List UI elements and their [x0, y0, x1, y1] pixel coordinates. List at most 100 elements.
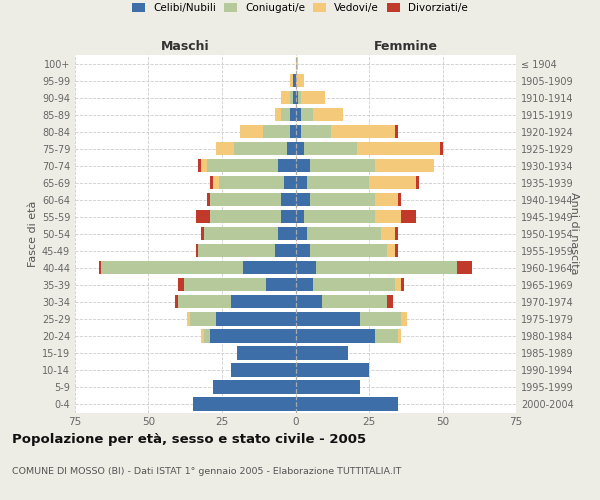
Bar [296, 193, 310, 206]
Bar [386, 295, 392, 308]
Bar [307, 227, 381, 240]
Bar [290, 91, 293, 104]
Bar [239, 125, 263, 138]
Bar [296, 295, 322, 308]
Bar [357, 142, 440, 156]
Bar [313, 108, 343, 121]
Bar [290, 125, 296, 138]
Bar [296, 142, 304, 156]
Bar [375, 159, 434, 172]
Bar [281, 91, 290, 104]
Bar [296, 380, 360, 394]
Bar [296, 57, 298, 70]
Bar [395, 125, 398, 138]
Legend: Celibi/Nubili, Coniugati/e, Vedovi/e, Divorziati/e: Celibi/Nubili, Coniugati/e, Vedovi/e, Di… [129, 0, 471, 16]
Bar [310, 193, 375, 206]
Bar [208, 193, 210, 206]
Bar [375, 210, 401, 224]
Text: Popolazione per età, sesso e stato civile - 2005: Popolazione per età, sesso e stato civil… [12, 432, 366, 446]
Bar [293, 74, 296, 87]
Bar [278, 227, 296, 240]
Bar [296, 91, 298, 104]
Bar [290, 74, 293, 87]
Bar [296, 261, 316, 274]
Bar [210, 176, 213, 190]
Bar [205, 227, 278, 240]
Bar [307, 176, 369, 190]
Bar [313, 278, 395, 291]
Bar [178, 278, 184, 291]
Bar [208, 159, 278, 172]
Bar [331, 125, 395, 138]
Bar [296, 159, 310, 172]
Bar [296, 346, 349, 360]
Bar [296, 244, 310, 258]
Bar [101, 261, 242, 274]
Bar [202, 227, 205, 240]
Bar [263, 125, 290, 138]
Bar [178, 295, 231, 308]
Bar [281, 210, 296, 224]
Bar [360, 312, 401, 326]
Bar [416, 176, 419, 190]
Bar [375, 193, 398, 206]
Bar [190, 312, 216, 326]
Bar [395, 244, 398, 258]
Bar [175, 295, 178, 308]
Bar [199, 244, 275, 258]
Bar [398, 330, 401, 342]
Bar [210, 210, 281, 224]
Bar [457, 261, 472, 274]
Bar [213, 176, 219, 190]
Bar [210, 193, 281, 206]
Bar [304, 210, 375, 224]
Bar [298, 91, 301, 104]
Text: Femmine: Femmine [374, 40, 438, 52]
Bar [216, 312, 296, 326]
Bar [375, 330, 398, 342]
Bar [213, 380, 296, 394]
Bar [296, 74, 304, 87]
Bar [296, 176, 307, 190]
Bar [205, 330, 210, 342]
Bar [231, 295, 296, 308]
Bar [296, 398, 398, 410]
Bar [395, 278, 401, 291]
Bar [242, 261, 296, 274]
Bar [196, 244, 199, 258]
Bar [296, 364, 369, 376]
Bar [296, 210, 304, 224]
Bar [296, 330, 375, 342]
Bar [296, 227, 307, 240]
Y-axis label: Anni di nascita: Anni di nascita [569, 192, 579, 275]
Bar [281, 108, 290, 121]
Bar [398, 193, 401, 206]
Bar [440, 142, 443, 156]
Bar [301, 108, 313, 121]
Bar [98, 261, 101, 274]
Bar [199, 159, 202, 172]
Bar [216, 142, 234, 156]
Bar [386, 244, 395, 258]
Bar [310, 159, 375, 172]
Bar [284, 176, 296, 190]
Bar [278, 159, 296, 172]
Bar [310, 244, 386, 258]
Bar [290, 108, 296, 121]
Y-axis label: Fasce di età: Fasce di età [28, 200, 38, 267]
Bar [316, 261, 457, 274]
Bar [401, 312, 407, 326]
Bar [296, 312, 360, 326]
Bar [301, 91, 325, 104]
Bar [196, 210, 210, 224]
Bar [237, 346, 296, 360]
Bar [296, 278, 313, 291]
Bar [281, 193, 296, 206]
Bar [296, 125, 301, 138]
Bar [202, 330, 205, 342]
Bar [219, 176, 284, 190]
Bar [401, 278, 404, 291]
Bar [275, 108, 281, 121]
Bar [381, 227, 395, 240]
Bar [395, 227, 398, 240]
